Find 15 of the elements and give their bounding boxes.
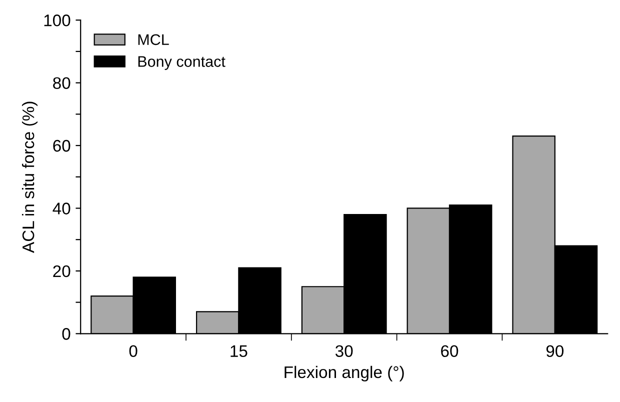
y-axis-title: ACL in situ force (%): [22, 102, 38, 253]
y-tick-label: 100: [44, 14, 70, 26]
x-axis-title: Flexion angle (°): [284, 366, 404, 382]
x-tick-label: 15: [230, 345, 248, 358]
x-tick-label: 30: [335, 345, 353, 358]
y-tick-label: 0: [62, 328, 70, 340]
y-tick-label: 40: [52, 202, 70, 214]
x-tick-label: 0: [129, 345, 138, 358]
legend-label: MCL: [138, 34, 169, 46]
y-tick-label: 20: [53, 265, 70, 278]
y-tick-label: 80: [53, 77, 70, 90]
x-tick-label: 90: [546, 345, 564, 358]
legend-label: Bony contact: [138, 56, 226, 70]
x-tick-label: 60: [441, 345, 458, 358]
y-tick-label: 60: [53, 140, 70, 152]
